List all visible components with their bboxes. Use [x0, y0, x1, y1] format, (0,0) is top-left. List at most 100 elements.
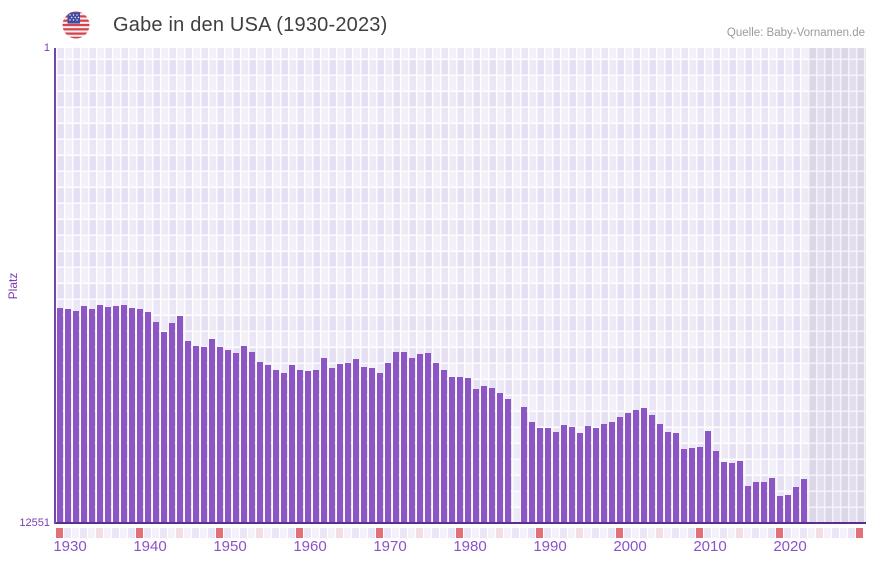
year-bar[interactable] — [696, 447, 704, 524]
year-bar[interactable] — [128, 308, 136, 524]
year-bar[interactable] — [496, 393, 504, 524]
year-bar[interactable] — [160, 332, 168, 524]
year-bar[interactable] — [600, 423, 608, 524]
year-bar[interactable] — [568, 426, 576, 524]
year-bar[interactable] — [616, 417, 624, 524]
year-bar[interactable] — [192, 346, 200, 524]
year-bar[interactable] — [744, 486, 752, 524]
year-bar[interactable] — [800, 478, 808, 524]
year-bar[interactable] — [288, 365, 296, 524]
year-bar[interactable] — [320, 357, 328, 524]
year-bar[interactable] — [712, 451, 720, 524]
year-bar[interactable] — [104, 307, 112, 524]
year-bar[interactable] — [240, 346, 248, 524]
year-bar[interactable] — [432, 363, 440, 524]
year-bar[interactable] — [728, 462, 736, 524]
year-bar[interactable] — [200, 346, 208, 524]
year-bar[interactable] — [480, 385, 488, 524]
plot-area[interactable] — [54, 48, 866, 524]
year-bar[interactable] — [256, 362, 264, 524]
year-bar[interactable] — [632, 409, 640, 524]
year-bar[interactable] — [608, 421, 616, 524]
year-bar[interactable] — [760, 481, 768, 524]
year-bar[interactable] — [592, 428, 600, 524]
year-bar[interactable] — [544, 428, 552, 524]
year-bar[interactable] — [488, 387, 496, 524]
year-bar[interactable] — [376, 373, 384, 524]
year-bar[interactable] — [680, 448, 688, 524]
year-bar[interactable] — [312, 370, 320, 524]
year-bar[interactable] — [328, 368, 336, 524]
year-bar[interactable] — [152, 321, 160, 524]
year-bar[interactable] — [80, 305, 88, 524]
year-bar[interactable] — [552, 431, 560, 524]
decade-marker — [776, 528, 783, 538]
year-bar[interactable] — [136, 308, 144, 524]
year-bar[interactable] — [112, 305, 120, 524]
year-bar[interactable] — [72, 310, 80, 524]
year-bar[interactable] — [352, 359, 360, 524]
year-bar[interactable] — [424, 352, 432, 524]
year-bar[interactable] — [768, 478, 776, 524]
decade-marker — [616, 528, 623, 538]
year-bar[interactable] — [464, 377, 472, 524]
year-bar[interactable] — [584, 426, 592, 524]
year-bar[interactable] — [704, 431, 712, 524]
x-tick-label: 1950 — [213, 538, 247, 555]
year-bar[interactable] — [64, 308, 72, 524]
year-bar[interactable] — [344, 363, 352, 524]
year-bar[interactable] — [296, 370, 304, 524]
year-bar[interactable] — [536, 428, 544, 524]
year-bar[interactable] — [640, 407, 648, 524]
year-bar[interactable] — [360, 366, 368, 524]
year-bar[interactable] — [272, 370, 280, 524]
year-bar[interactable] — [280, 373, 288, 524]
year-bar[interactable] — [736, 461, 744, 524]
year-bar[interactable] — [224, 349, 232, 524]
year-bar[interactable] — [576, 432, 584, 524]
year-bar[interactable] — [88, 308, 96, 524]
year-bar[interactable] — [560, 425, 568, 524]
year-bar[interactable] — [664, 431, 672, 524]
year-bar[interactable] — [504, 398, 512, 524]
year-bar[interactable] — [656, 423, 664, 524]
year-marker — [584, 528, 591, 538]
year-bar[interactable] — [408, 357, 416, 524]
year-bar[interactable] — [448, 376, 456, 524]
decade-marker — [856, 528, 863, 538]
year-bar[interactable] — [56, 308, 64, 524]
year-bar[interactable] — [176, 316, 184, 524]
year-bar[interactable] — [440, 370, 448, 524]
year-bar[interactable] — [368, 368, 376, 524]
year-bar[interactable] — [248, 352, 256, 524]
year-bar[interactable] — [624, 412, 632, 524]
year-bar[interactable] — [208, 338, 216, 524]
year-bar[interactable] — [168, 322, 176, 524]
year-bar[interactable] — [232, 352, 240, 524]
year-bar[interactable] — [456, 376, 464, 524]
year-bar[interactable] — [264, 365, 272, 524]
year-bar[interactable] — [776, 495, 784, 524]
year-bar[interactable] — [672, 432, 680, 524]
year-bar[interactable] — [792, 487, 800, 524]
year-bar[interactable] — [752, 481, 760, 524]
year-bar[interactable] — [416, 354, 424, 524]
year-bar[interactable] — [96, 305, 104, 524]
year-bar[interactable] — [384, 363, 392, 524]
year-bar[interactable] — [528, 421, 536, 524]
year-bar[interactable] — [184, 341, 192, 524]
x-tick-label: 1980 — [453, 538, 487, 555]
year-bar[interactable] — [648, 415, 656, 524]
year-bar[interactable] — [392, 352, 400, 524]
year-bar[interactable] — [120, 305, 128, 524]
year-bar[interactable] — [688, 448, 696, 524]
year-bar[interactable] — [336, 363, 344, 524]
year-bar[interactable] — [472, 388, 480, 524]
year-bar[interactable] — [520, 407, 528, 524]
year-bar[interactable] — [304, 371, 312, 524]
year-bar[interactable] — [400, 352, 408, 524]
year-bar[interactable] — [720, 462, 728, 524]
year-bar[interactable] — [144, 311, 152, 524]
year-bar[interactable] — [216, 346, 224, 524]
year-bar[interactable] — [784, 495, 792, 524]
